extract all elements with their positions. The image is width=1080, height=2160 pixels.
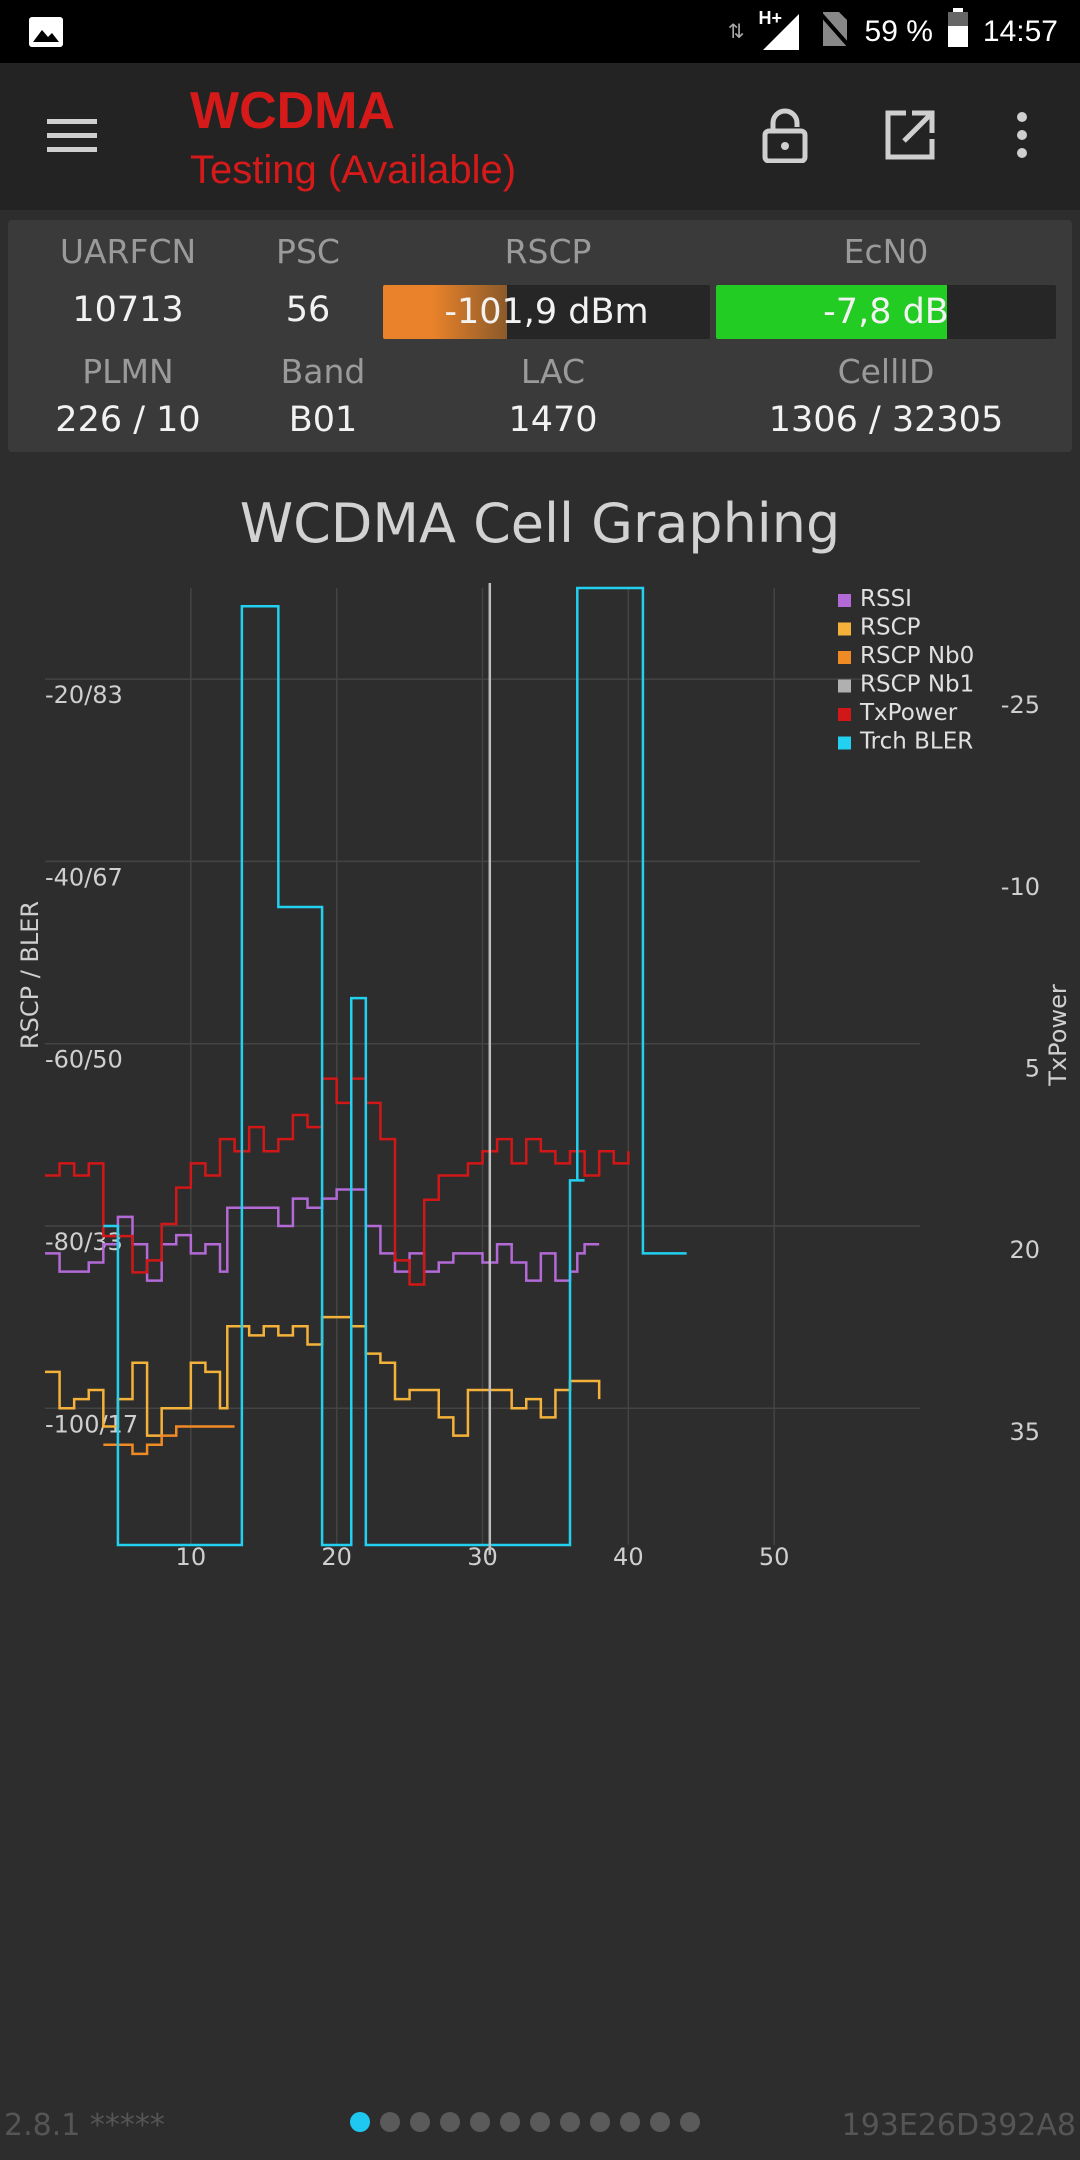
y-tick-label: -100/17	[45, 1410, 138, 1438]
app-version: 2.8.1 *****	[4, 2108, 165, 2143]
page-dot[interactable]	[500, 2112, 520, 2132]
ecn0-label: EcN0	[843, 232, 929, 271]
y2-axis-label: TxPower	[1044, 984, 1072, 1087]
page-dot[interactable]	[560, 2112, 580, 2132]
clock: 14:57	[982, 14, 1058, 48]
chart-title: WCDMA Cell Graphing	[239, 492, 841, 555]
y2-tick-label: -10	[1001, 873, 1040, 901]
page-dot[interactable]	[350, 2112, 370, 2132]
y2-tick-label: -25	[1001, 691, 1040, 719]
page-indicator[interactable]	[350, 2112, 700, 2132]
image-notification-icon	[28, 16, 64, 56]
y2-tick-label: 35	[1009, 1418, 1040, 1446]
legend-swatch	[838, 622, 851, 636]
battery-icon	[947, 7, 969, 56]
app-title: WCDMA	[190, 82, 396, 140]
page-dot[interactable]	[530, 2112, 550, 2132]
legend-swatch	[838, 679, 851, 693]
lock-icon[interactable]	[755, 105, 815, 165]
legend-entry: RSCP	[860, 615, 921, 641]
cellid-value: 1306 / 32305	[768, 400, 1004, 440]
x-tick-label: 30	[467, 1543, 498, 1570]
legend-swatch	[838, 736, 851, 750]
menu-icon[interactable]	[45, 113, 99, 159]
page-dot[interactable]	[470, 2112, 490, 2132]
psc-label: PSC	[276, 232, 340, 271]
device-id: 193E26D392A8	[841, 2108, 1076, 2143]
y-tick-label: -20/83	[45, 681, 123, 709]
series-line-rscp	[45, 1315, 601, 1437]
legend-entry: RSSI	[860, 586, 912, 612]
page-dot[interactable]	[650, 2112, 670, 2132]
lac-value: 1470	[508, 400, 598, 440]
ecn0-meter-fill	[716, 285, 948, 339]
data-arrows-icon: ⇅	[727, 21, 745, 43]
page-dot[interactable]	[680, 2112, 700, 2132]
cell-info-panel: UARFCN 10713 PSC 56 RSCP -101,9 dBm EcN0…	[8, 220, 1072, 452]
uarfcn-value: 10713	[72, 290, 184, 330]
plmn-value: 226 / 10	[55, 400, 201, 440]
y-tick-label: -40/67	[45, 863, 123, 891]
page-dot[interactable]	[410, 2112, 430, 2132]
open-external-icon[interactable]	[880, 105, 940, 165]
plmn-label: PLMN	[82, 352, 174, 391]
lac-label: LAC	[520, 352, 586, 391]
cellid-label: CellID	[837, 352, 935, 391]
y2-tick-label: 20	[1009, 1236, 1040, 1264]
ecn0-value: -7,8 dB	[823, 292, 949, 332]
legend-entry: RSCP Nb0	[860, 643, 974, 669]
series-line-txpower	[45, 1077, 630, 1286]
uarfcn-label: UARFCN	[59, 232, 197, 271]
band-value: B01	[288, 400, 358, 440]
legend-swatch	[838, 651, 851, 664]
x-tick-label: 50	[759, 1543, 790, 1570]
more-vert-icon[interactable]	[992, 105, 1052, 165]
signal-icon: H+	[759, 8, 803, 52]
rscp-meter-fill	[383, 285, 508, 339]
cell-graph-chart[interactable]: 10 20 30 40 50 -20/83 -40/67 -60/50 -80/33 -100/1…	[0, 570, 1080, 1570]
rscp-value: -101,9 dBm	[444, 292, 649, 332]
legend-entry: Trch BLER	[859, 729, 973, 755]
x-tick-label: 10	[176, 1543, 207, 1570]
ecn0-meter: -7,8 dB	[716, 285, 1056, 339]
legend-swatch	[838, 708, 851, 721]
battery-text: 59 %	[864, 14, 933, 48]
y-tick-label: -60/50	[45, 1046, 123, 1074]
legend-swatch	[838, 594, 851, 607]
y-tick-label: -80/33	[45, 1228, 123, 1256]
x-tick-label: 40	[613, 1543, 644, 1570]
legend-entry: RSCP Nb1	[860, 672, 974, 698]
y-axis-label: RSCP / BLER	[16, 901, 44, 1049]
page-dot[interactable]	[620, 2112, 640, 2132]
network-type: H+	[758, 7, 783, 28]
x-tick-label: 20	[321, 1543, 352, 1570]
legend-entry: TxPower	[859, 700, 958, 726]
page-dot[interactable]	[380, 2112, 400, 2132]
app-subtitle: Testing (Available)	[190, 148, 517, 192]
psc-value: 56	[285, 290, 331, 330]
series-line-rscp-nb0	[103, 1425, 235, 1456]
y2-tick-label: 5	[1025, 1055, 1040, 1083]
rscp-meter: -101,9 dBm	[383, 285, 710, 339]
page-dot[interactable]	[440, 2112, 460, 2132]
rscp-label: RSCP	[504, 232, 592, 271]
status-bar: ⇅ H+ 59 % 14:57	[0, 0, 1080, 63]
page-dot[interactable]	[590, 2112, 610, 2132]
app-bar: WCDMA Testing (Available)	[0, 63, 1080, 210]
band-label: Band	[280, 352, 366, 391]
no-sim-icon	[817, 8, 851, 56]
series-line-trch-bler	[103, 586, 687, 1547]
